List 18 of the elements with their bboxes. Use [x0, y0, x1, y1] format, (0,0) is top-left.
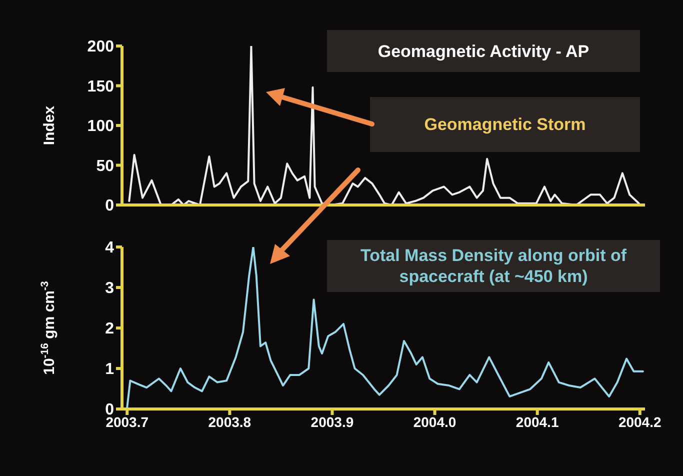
y-tick-label: 150 — [87, 78, 114, 96]
x-tick-label: 2004.1 — [516, 414, 559, 430]
x-tick-label: 2003.9 — [310, 414, 354, 430]
y-axis-title: Index — [41, 105, 58, 146]
line-series — [126, 247, 644, 408]
x-tick-label: 2003.7 — [106, 414, 149, 430]
x-tick-label: 2004.2 — [618, 414, 662, 430]
y-tick-label: 4 — [105, 240, 114, 257]
x-tick-label: 2004.0 — [413, 414, 456, 430]
y-tick-label: 0 — [105, 198, 114, 215]
y-tick-label: 1 — [105, 361, 114, 378]
y-tick-label: 3 — [105, 280, 114, 298]
line-series — [128, 46, 640, 205]
y-tick-label: 100 — [87, 118, 114, 136]
y-tick-label: 200 — [87, 38, 114, 56]
y-tick-label: 50 — [96, 158, 114, 175]
x-tick-label: 2003.8 — [208, 414, 252, 430]
y-tick-label: 2 — [105, 320, 114, 338]
